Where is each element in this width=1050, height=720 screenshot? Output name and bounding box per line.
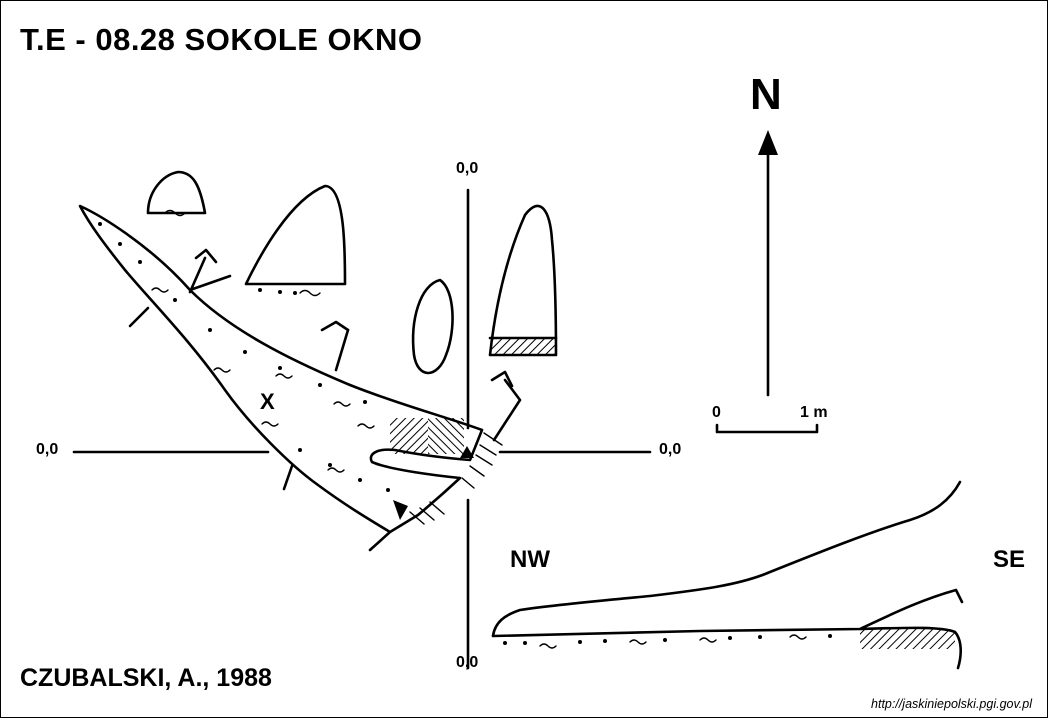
section-direction-nw: NW [510, 546, 550, 573]
section-direction-se: SE [993, 546, 1026, 573]
author-credit: CZUBALSKI, A., 1988 [20, 664, 272, 692]
scale-zero-label: 0 [712, 404, 721, 421]
cross-sections [146, 170, 558, 375]
scale-length-label: 1 m [800, 404, 828, 421]
plan-top-coordinate: 0,0 [456, 160, 479, 177]
plan-floor-dots [98, 222, 390, 492]
plan-axes [72, 188, 652, 670]
north-arrow-icon [758, 130, 778, 397]
plan-marker-x: X [260, 389, 275, 414]
scale-bar [715, 423, 819, 434]
plan-left-coordinate: 0,0 [36, 441, 59, 458]
plan-water-marks [151, 287, 375, 473]
section-arrows [188, 248, 522, 442]
source-url: http://jaskiniepolski.pgi.gov.pl [871, 697, 1032, 711]
plan-right-coordinate: 0,0 [659, 441, 682, 458]
cave-plan [78, 204, 503, 552]
north-label: N [750, 70, 782, 119]
map-title: T.E - 08.28 SOKOLE OKNO [20, 22, 423, 57]
longitudinal-section [491, 480, 964, 670]
